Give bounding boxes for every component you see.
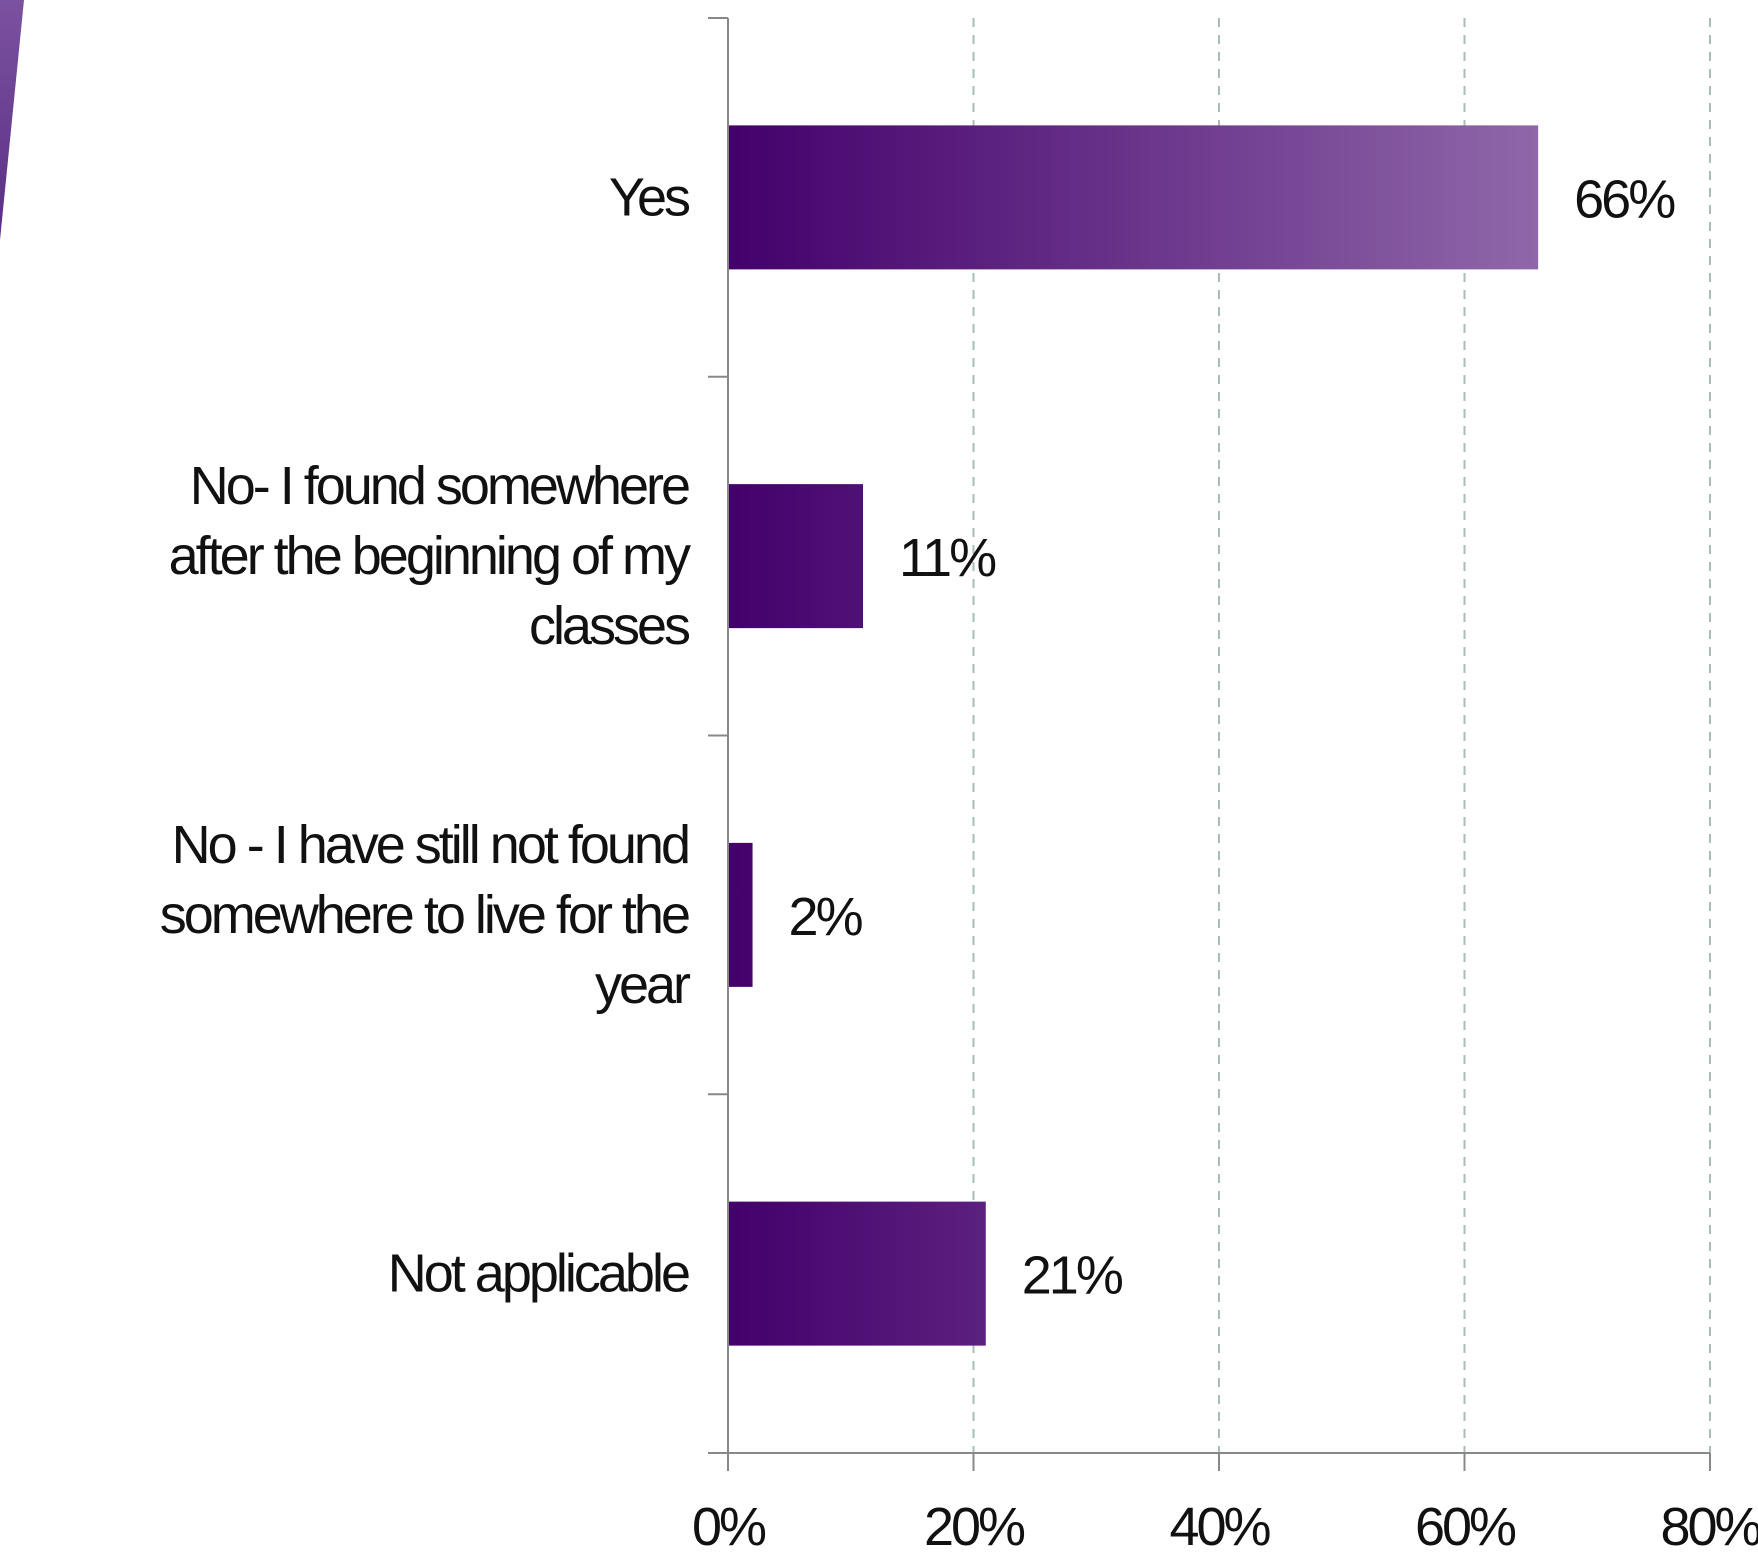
category-label: No- I found somewhere bbox=[190, 456, 689, 516]
category-label: No - I have still not found bbox=[172, 815, 688, 875]
category-label: after the beginning of my bbox=[169, 526, 691, 586]
bar bbox=[728, 125, 1539, 270]
category-label: Not applicable bbox=[388, 1244, 689, 1304]
bar bbox=[728, 484, 864, 629]
value-label: 11% bbox=[899, 528, 996, 588]
axes bbox=[708, 17, 1711, 1471]
value-labels: 66% 11% 2% 21% bbox=[789, 169, 1679, 1306]
bars bbox=[728, 125, 1539, 1346]
category-label: somewhere to live for the bbox=[160, 885, 689, 945]
category-label: classes bbox=[529, 596, 690, 656]
category-label: Yes bbox=[609, 167, 690, 227]
value-label: 21% bbox=[1022, 1246, 1123, 1306]
category-labels: Yes No- I found somewhere after the beginn… bbox=[160, 167, 694, 1304]
x-tick-label: 40% bbox=[1169, 1497, 1270, 1557]
value-label: 2% bbox=[789, 887, 863, 947]
x-tick-label: 0% bbox=[692, 1497, 766, 1557]
x-tick-label: 80% bbox=[1660, 1497, 1758, 1557]
x-tick-label: 60% bbox=[1415, 1497, 1516, 1557]
value-label: 66% bbox=[1574, 169, 1675, 229]
bar bbox=[728, 842, 753, 987]
corner-accent-shape bbox=[0, 0, 24, 240]
x-tick-label: 20% bbox=[924, 1497, 1025, 1557]
x-tick-labels: 0% 20% 40% 60% 80% bbox=[692, 1497, 1758, 1557]
bar bbox=[728, 1201, 986, 1346]
category-label: year bbox=[595, 955, 691, 1015]
